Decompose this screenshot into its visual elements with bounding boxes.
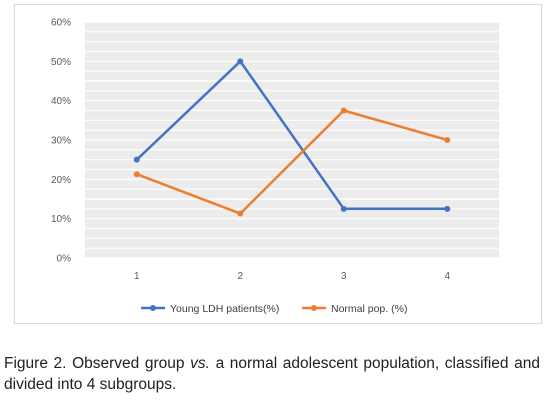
y-tick-label: 20% xyxy=(51,175,71,186)
caption-text-part1: Observed group xyxy=(72,355,185,372)
legend-swatch-marker xyxy=(150,305,156,311)
legend-swatch-marker xyxy=(311,305,317,311)
y-tick-label: 60% xyxy=(51,18,71,29)
data-point-series-1 xyxy=(237,58,244,65)
y-tick-label: 40% xyxy=(51,96,71,107)
chart-area: 0% 10% 20% 30% 40% 50% 60% 1 2 3 4 Young LDH pati… xyxy=(14,4,542,324)
caption-text-part2: a normal adolescent population, classifi… xyxy=(4,355,540,393)
x-tick-label: 2 xyxy=(237,271,243,282)
data-point-series-1 xyxy=(340,205,347,212)
x-tick-label: 4 xyxy=(444,271,450,282)
y-tick-label: 30% xyxy=(51,136,71,147)
x-tick-label: 1 xyxy=(134,271,140,282)
x-tick-label: 3 xyxy=(341,271,347,282)
data-point-series-1 xyxy=(133,156,140,163)
data-point-series-2 xyxy=(133,171,140,178)
series-line-1 xyxy=(135,60,448,211)
figure-caption: Figure 2. Observed group vs. a normal ad… xyxy=(4,353,540,395)
legend-label: Young LDH patients(%) xyxy=(170,303,279,315)
caption-vs: vs. xyxy=(190,355,210,372)
figure-label: Figure 2. xyxy=(4,355,67,372)
data-point-series-1 xyxy=(444,205,451,212)
legend-label: Normal pop. (%) xyxy=(331,303,407,315)
y-tick-label: 10% xyxy=(51,214,71,225)
line-chart: 0% 10% 20% 30% 40% 50% 60% 1 2 3 4 Young LDH pati… xyxy=(51,18,499,315)
y-tick-label: 0% xyxy=(57,254,72,265)
data-point-series-2 xyxy=(237,210,244,217)
y-tick-label: 50% xyxy=(51,57,71,68)
data-point-series-2 xyxy=(340,107,347,114)
series-line-2 xyxy=(136,109,448,215)
data-point-series-2 xyxy=(444,137,451,143)
